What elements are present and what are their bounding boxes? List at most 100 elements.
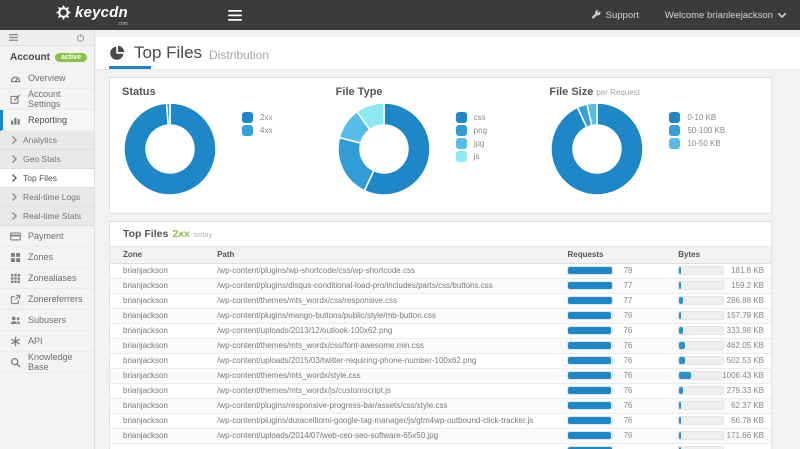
charts-panel: Status 2xx 4xx File Type css png jpg js File… xyxy=(109,77,772,214)
sidebar-collapse-icon[interactable] xyxy=(9,34,18,41)
requests-value: 76 xyxy=(623,386,633,395)
legend-label: css xyxy=(473,113,486,122)
sidebar-item-zones[interactable]: Zones xyxy=(0,247,94,268)
chart-title-text: File Size xyxy=(549,86,594,98)
requests-bar xyxy=(567,446,614,449)
bar-fill xyxy=(679,282,682,289)
chevron-right-icon xyxy=(12,174,17,182)
bar-fill xyxy=(568,447,613,449)
legend-item-2xx[interactable]: 2xx xyxy=(242,112,272,123)
panel-status-label: 2xx xyxy=(172,228,190,240)
zone-cell: brianjackson xyxy=(123,311,168,320)
sidebar-item-subusers[interactable]: Subusers xyxy=(0,310,94,331)
menu-toggle-icon[interactable] xyxy=(227,9,242,21)
keycdn-logo[interactable]: keycdn .com xyxy=(56,4,128,27)
path-cell: /wp-content/uploads/2013/12/outlook-100x… xyxy=(217,326,393,335)
table-row: brianjackson/wp-content/plugins/disqus-c… xyxy=(110,278,771,293)
bar-fill xyxy=(568,282,612,289)
support-label: Support xyxy=(605,9,639,21)
column-header-zone: Zone xyxy=(110,247,218,264)
requests-bar xyxy=(567,416,614,425)
chevron-right-icon xyxy=(12,193,17,201)
table-row: brianjackson/wp-content/themes/mts_wordx… xyxy=(110,293,771,308)
user-menu[interactable]: Welcome brianleejackson xyxy=(665,10,786,21)
support-link[interactable]: Support xyxy=(591,10,639,21)
sidebar-subitem-real-time-stats[interactable]: Real-time Stats xyxy=(0,207,94,226)
sidebar-subitem-real-time-logs[interactable]: Real-time Logs xyxy=(0,188,94,207)
donut-chart-file-type xyxy=(336,101,432,197)
chart-title: File Type xyxy=(335,86,383,98)
search-icon xyxy=(10,357,21,368)
panel-period-label: today xyxy=(193,230,213,239)
legend-item-0-10 KB[interactable]: 0-10 KB xyxy=(669,112,725,123)
legend-label: 4xx xyxy=(260,126,273,135)
column-header-bytes: Bytes xyxy=(661,247,771,264)
brand-text: keycdn xyxy=(75,3,128,21)
path-cell: /wp-content/uploads/2015/03/twitter-requ… xyxy=(217,356,477,365)
legend-label: js xyxy=(473,152,480,161)
bar-fill xyxy=(679,297,683,304)
sidebar-item-account-settings[interactable]: Account Settings xyxy=(0,89,94,110)
account-status-badge: active xyxy=(55,53,87,62)
legend-item-js[interactable]: js xyxy=(455,151,487,162)
legend-swatch xyxy=(455,112,467,123)
sidebar-item-label: Knowledge Base xyxy=(28,352,73,372)
legend-label: 50-100 KB xyxy=(687,126,726,135)
sidebar-item-label: Payment xyxy=(28,231,64,241)
sidebar-subitem-top-files[interactable]: Top Files xyxy=(0,169,94,188)
bytes-bar xyxy=(678,446,725,449)
sidebar-subitem-analytics[interactable]: Analytics xyxy=(0,131,94,150)
sidebar-item-knowledge-base[interactable]: Knowledge Base xyxy=(0,352,94,373)
requests-value: 76 xyxy=(623,311,633,320)
sidebar-item-label: Real-time Logs xyxy=(23,192,81,202)
legend-swatch xyxy=(669,112,681,123)
bar-fill xyxy=(679,327,684,334)
legend-item-png[interactable]: png xyxy=(455,125,487,136)
chart-legend: css png jpg js xyxy=(455,112,487,197)
zone-cell: brianjackson xyxy=(123,416,168,425)
legend-item-50-100 KB[interactable]: 50-100 KB xyxy=(669,125,725,136)
grid-2x2-icon xyxy=(10,252,21,263)
table-row: brianjackson/wp-content/plugins/duracell… xyxy=(110,413,771,428)
chart-title: Status xyxy=(122,86,156,98)
legend-item-jpg[interactable]: jpg xyxy=(455,138,487,149)
sidebar-item-zonealiases[interactable]: Zonealiases xyxy=(0,268,94,289)
legend-item-css[interactable]: css xyxy=(455,112,487,123)
legend-item-4xx[interactable]: 4xx xyxy=(242,125,272,136)
power-icon[interactable] xyxy=(76,33,85,42)
zone-cell: brianjackson xyxy=(123,356,168,365)
bar-fill xyxy=(679,342,685,349)
requests-value: 77 xyxy=(623,281,633,290)
sidebar-subitem-geo-stats[interactable]: Geo Stats xyxy=(0,150,94,169)
requests-bar xyxy=(567,311,614,320)
bar-fill xyxy=(679,312,682,319)
sidebar-item-payment[interactable]: Payment xyxy=(0,226,94,247)
legend-swatch xyxy=(242,125,253,136)
bar-fill xyxy=(679,387,683,394)
table-row: brianjackson/wp-content/uploads/2014/07/… xyxy=(110,428,771,443)
zone-cell: brianjackson xyxy=(123,341,168,350)
users-icon xyxy=(10,315,21,326)
donut-svg xyxy=(336,102,431,196)
requests-bar xyxy=(567,401,614,410)
sidebar-item-label: API xyxy=(28,336,43,346)
sidebar-item-reporting[interactable]: Reporting xyxy=(0,110,94,131)
legend-swatch xyxy=(455,138,467,149)
requests-value: 76 xyxy=(623,371,633,380)
donut-chart-file-size xyxy=(549,101,645,197)
column-header-path: Path xyxy=(217,247,560,264)
legend-label: 0-10 KB xyxy=(687,113,717,122)
sidebar-item-label: Subusers xyxy=(28,315,67,325)
path-cell: /wp-content/uploads/2014/07/web-ceo-seo-… xyxy=(217,431,439,440)
legend-item-10-50 KB[interactable]: 10-50 KB xyxy=(669,138,725,149)
sidebar-item-overview[interactable]: Overview xyxy=(0,68,94,89)
bytes-value: 62.37 KB xyxy=(731,401,764,410)
requests-bar xyxy=(567,296,614,305)
column-header-requests: Requests xyxy=(559,247,662,264)
sidebar-item-api[interactable]: API xyxy=(0,331,94,352)
sidebar-item-zonereferrers[interactable]: Zonereferrers xyxy=(0,289,94,310)
donut-svg xyxy=(123,102,217,196)
bytes-value: 157.79 KB xyxy=(726,311,764,320)
bytes-value: 333.98 KB xyxy=(726,326,764,335)
path-cell: /wp-content/themes/mts_wordx/css/font-aw… xyxy=(217,341,424,350)
